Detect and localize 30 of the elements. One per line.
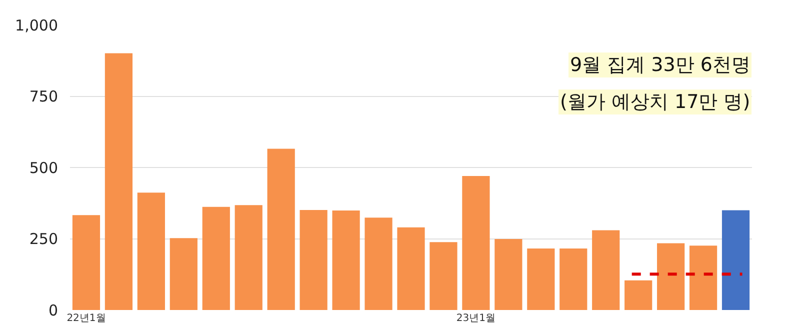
annotation: (월가 예상치 17만 명) xyxy=(560,91,750,113)
annotation: 9월 집계 33만 6천명 xyxy=(570,54,750,76)
bar xyxy=(527,248,555,310)
bar xyxy=(234,205,262,310)
y-tick-label: 1,000 xyxy=(15,16,58,34)
x-tick-label: 22년1월 xyxy=(66,313,106,324)
bar xyxy=(137,192,165,310)
bar xyxy=(430,242,458,310)
y-tick-label: 250 xyxy=(29,230,58,248)
bar xyxy=(689,246,718,310)
bar xyxy=(560,248,588,310)
bar xyxy=(592,230,620,310)
y-tick-label: 500 xyxy=(29,158,58,177)
bar xyxy=(364,218,392,310)
bar xyxy=(170,238,198,310)
bar xyxy=(104,53,133,310)
bar xyxy=(332,210,360,310)
bar xyxy=(494,239,522,310)
bar xyxy=(202,206,230,310)
bar xyxy=(624,280,652,310)
bar xyxy=(397,227,425,310)
y-tick-label: 0 xyxy=(48,301,58,320)
bar xyxy=(72,215,100,310)
bar xyxy=(462,176,490,310)
y-tick-label: 750 xyxy=(29,88,58,106)
bar xyxy=(657,243,685,310)
bar xyxy=(267,148,295,310)
bar xyxy=(722,210,750,310)
x-tick-label: 23년1월 xyxy=(456,313,496,324)
bar xyxy=(300,210,328,310)
